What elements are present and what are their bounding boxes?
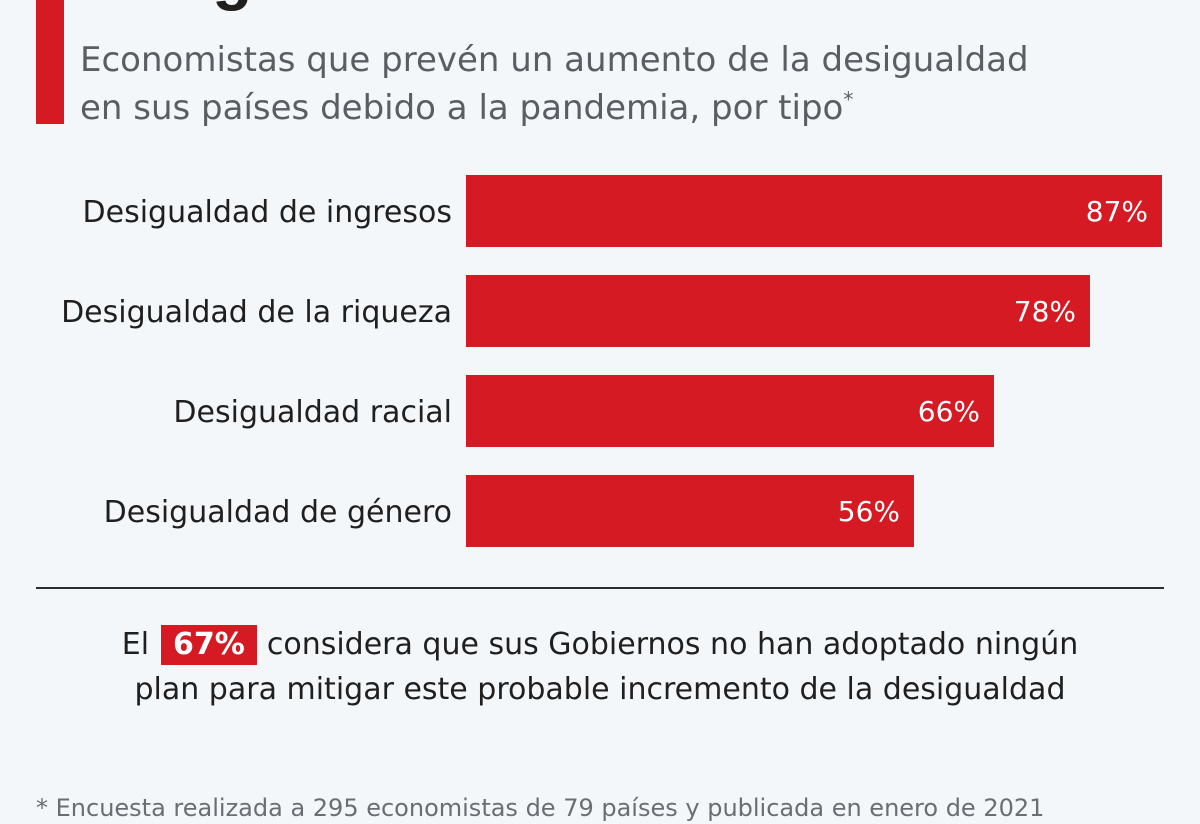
value-label: 56% <box>838 495 900 528</box>
category-label: Desigualdad de la riqueza <box>61 295 452 330</box>
highlight-before: El <box>121 627 150 662</box>
highlight-after: considera que sus Gobiernos no han adopt… <box>134 627 1079 707</box>
subtitle-footnote-mark: * <box>843 87 854 112</box>
footnote: * Encuesta realizada a 295 economistas d… <box>36 794 1045 822</box>
accent-bar <box>36 0 64 124</box>
divider <box>36 587 1164 589</box>
value-label: 78% <box>1014 295 1076 328</box>
chart-title: desigualdades <box>80 0 539 14</box>
highlight-statement: El 67% considera que sus Gobiernos no han … <box>100 622 1100 712</box>
bar <box>466 175 1162 247</box>
chart-subtitle: Economistas que prevén un aumento de la … <box>80 36 1170 132</box>
bar <box>466 475 914 547</box>
value-label: 66% <box>918 395 980 428</box>
value-label: 87% <box>1086 195 1148 228</box>
bar <box>466 275 1090 347</box>
bar <box>466 375 994 447</box>
subtitle-line-1: Economistas que prevén un aumento de la … <box>80 40 1029 80</box>
category-label: Desigualdad de ingresos <box>83 195 452 230</box>
category-label: Desigualdad de género <box>104 495 452 530</box>
category-label: Desigualdad racial <box>173 395 452 430</box>
subtitle-line-2: en sus países debido a la pandemia, por … <box>80 88 844 128</box>
bar-chart: Desigualdad de ingresos 87% Desigualdad de… <box>61 175 1162 547</box>
highlight-percent-badge: 67% <box>161 625 257 665</box>
